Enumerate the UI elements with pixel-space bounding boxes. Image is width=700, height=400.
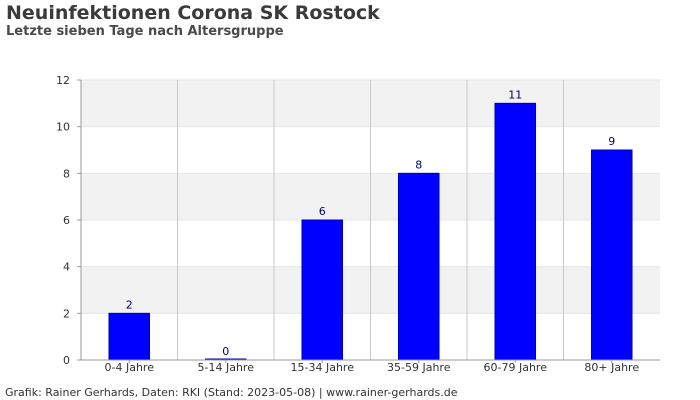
y-tick-label: 0 [63,354,70,367]
data-label: 2 [126,298,133,311]
data-label: 6 [319,205,326,218]
bar-4 [494,102,537,361]
x-tick-label: 5-14 Jahre [198,361,255,374]
bar-3 [397,172,440,361]
x-tick-label: 35-59 Jahre [387,361,451,374]
y-axis-ticks: 0 2 4 6 8 10 12 [56,74,81,367]
bar-2 [301,219,344,361]
x-tick-label: 0-4 Jahre [105,361,155,374]
source-credit: Grafik: Rainer Gerhards, Daten: RKI (Sta… [5,386,458,399]
data-label: 0 [222,345,229,358]
bar-5 [590,149,633,361]
data-label: 8 [415,158,422,171]
data-label: 11 [508,88,522,101]
chart-title: Neuinfektionen Corona SK Rostock [6,2,380,24]
x-tick-label: 60-79 Jahre [484,361,548,374]
x-tick-label: 15-34 Jahre [291,361,355,374]
bar-0 [108,312,151,361]
x-axis-ticks: 0-4 Jahre 5-14 Jahre 15-34 Jahre 35-59 Jahr… [105,360,639,374]
data-label: 9 [608,135,615,148]
chart-subtitle: Letzte sieben Tage nach Altersgruppe [6,24,284,39]
y-tick-label: 4 [63,261,70,274]
y-tick-label: 2 [63,307,70,320]
y-tick-label: 8 [63,167,70,180]
y-tick-label: 12 [56,74,70,87]
y-tick-label: 10 [56,121,70,134]
y-tick-label: 6 [63,214,70,227]
data-labels: 2 0 6 8 11 9 [126,88,616,358]
x-tick-label: 80+ Jahre [584,361,639,374]
